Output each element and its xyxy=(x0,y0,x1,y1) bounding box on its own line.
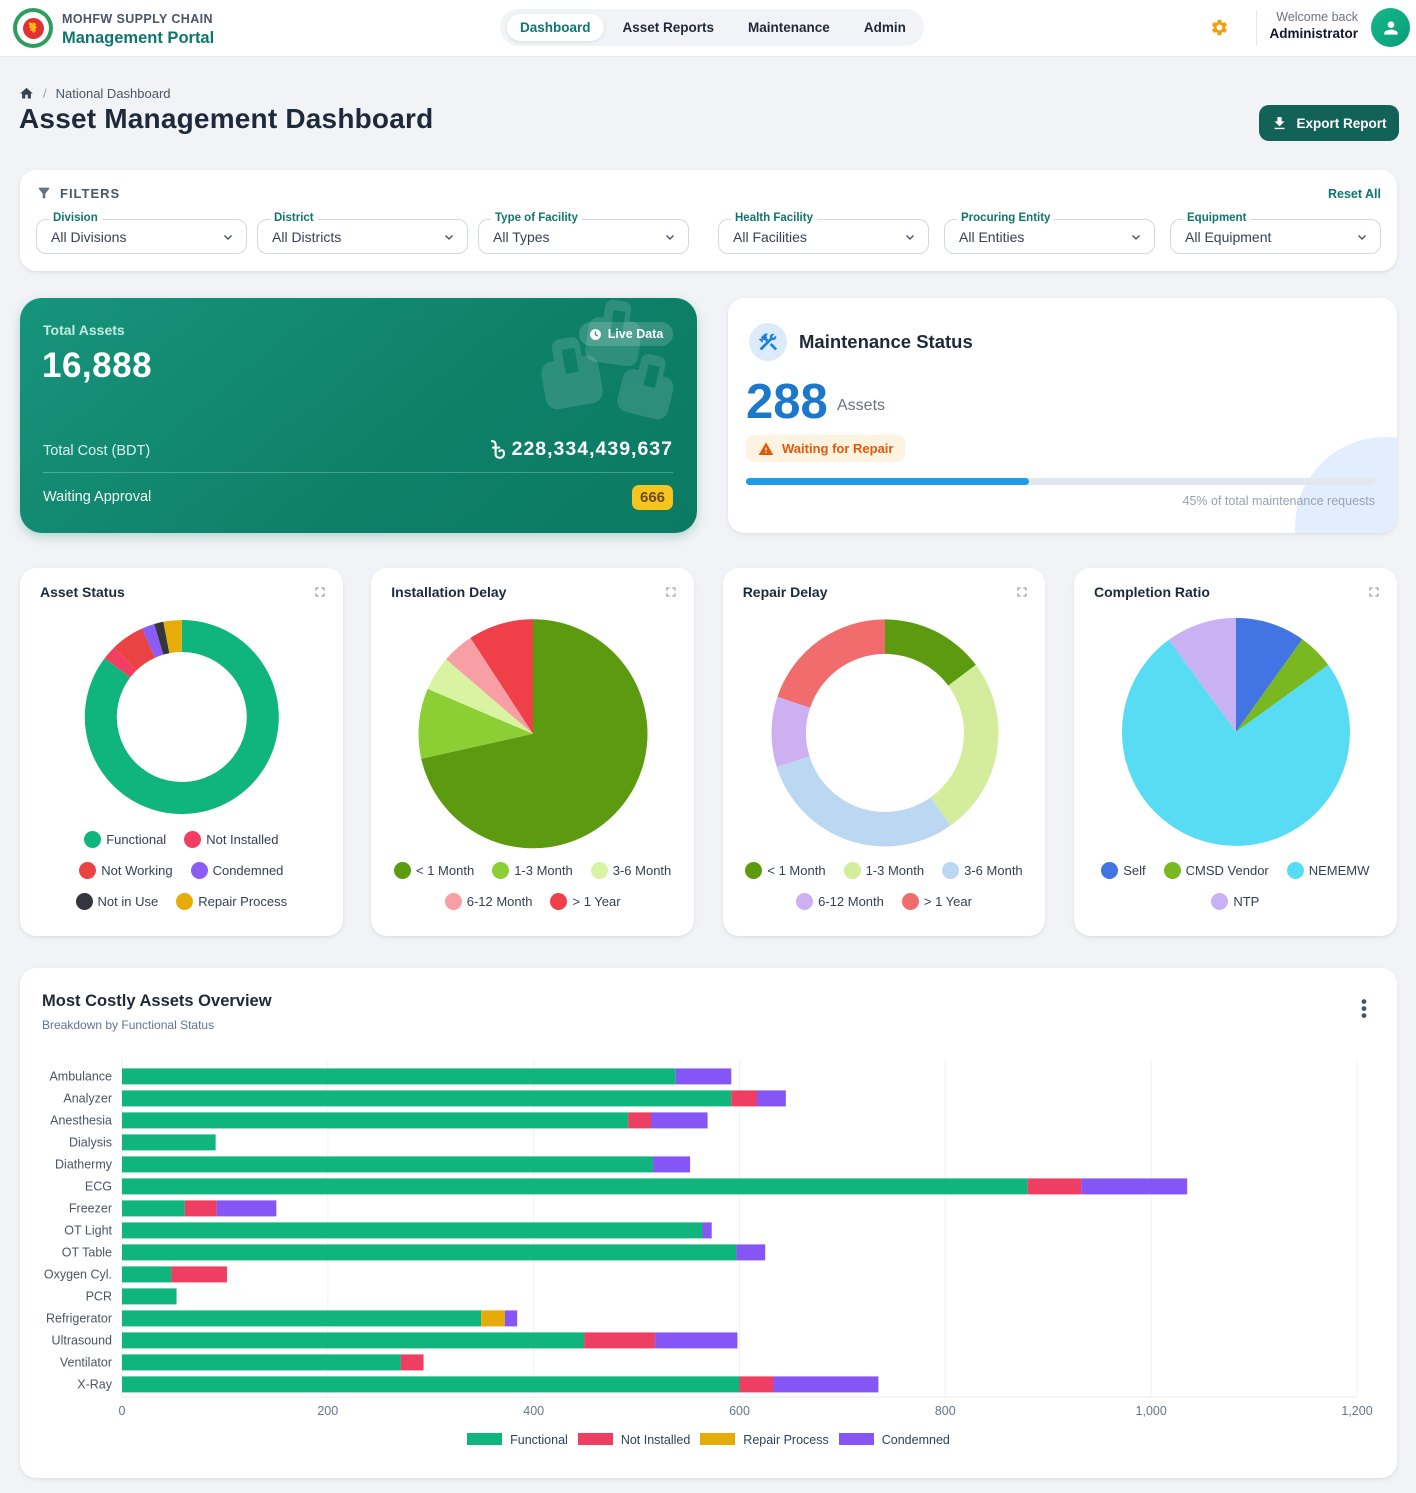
svg-text:Ventilator: Ventilator xyxy=(60,1356,112,1370)
svg-text:Refrigerator: Refrigerator xyxy=(46,1312,112,1326)
svg-text:OT Light: OT Light xyxy=(64,1224,112,1238)
svg-text:Ultrasound: Ultrasound xyxy=(52,1334,112,1348)
svg-text:PCR: PCR xyxy=(86,1290,112,1304)
svg-text:X-Ray: X-Ray xyxy=(77,1378,112,1392)
svg-text:OT Table: OT Table xyxy=(62,1246,112,1260)
svg-text:Dialysis: Dialysis xyxy=(69,1136,112,1150)
svg-text:200: 200 xyxy=(317,1404,338,1418)
svg-text:1,200: 1,200 xyxy=(1341,1404,1372,1418)
svg-text:Analyzer: Analyzer xyxy=(63,1092,112,1106)
svg-text:Oxygen Cyl.: Oxygen Cyl. xyxy=(44,1268,112,1282)
svg-text:Anesthesia: Anesthesia xyxy=(50,1114,112,1128)
svg-text:0: 0 xyxy=(119,1404,126,1418)
svg-text:800: 800 xyxy=(935,1404,956,1418)
svg-text:ECG: ECG xyxy=(85,1180,112,1194)
svg-text:1,000: 1,000 xyxy=(1136,1404,1167,1418)
svg-text:400: 400 xyxy=(523,1404,544,1418)
svg-text:Ambulance: Ambulance xyxy=(49,1070,112,1084)
svg-text:Freezer: Freezer xyxy=(69,1202,112,1216)
svg-text:Diathermy: Diathermy xyxy=(55,1158,113,1172)
svg-text:600: 600 xyxy=(729,1404,750,1418)
